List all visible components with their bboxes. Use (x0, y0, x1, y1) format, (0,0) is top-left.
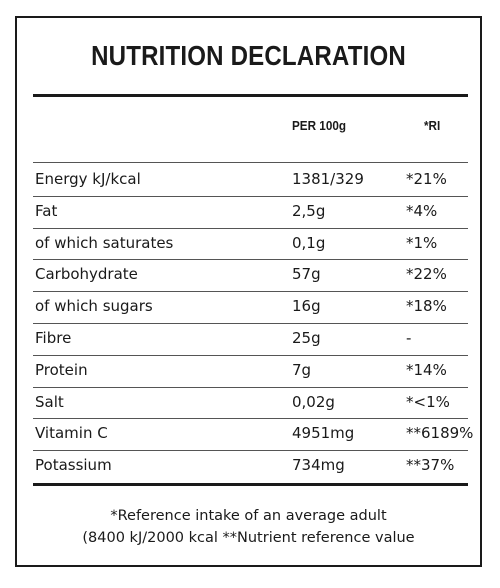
nutrient-row: Vitamin C 4951mg **6189% (33, 418, 473, 449)
column-header-per-100g: PER 100g (292, 118, 346, 133)
nutrient-row: Salt 0,02g *<1% (33, 387, 468, 418)
title-divider (33, 94, 468, 97)
nutrient-name: of which sugars (35, 297, 153, 316)
nutrient-name: Fat (35, 201, 58, 220)
nutrient-name: Potassium (35, 456, 112, 475)
nutrient-ri: *21% (406, 170, 447, 188)
nutrient-value: 2,5g (292, 201, 326, 220)
row-divider (33, 259, 468, 261)
nutrient-row: Protein 7g *14% (33, 355, 468, 386)
row-divider (33, 323, 468, 324)
row-divider (33, 386, 468, 388)
nutrient-row: of which sugars 16g *18% (33, 291, 468, 322)
nutrient-value: 25g (292, 329, 321, 347)
nutrient-name: Vitamin C (35, 424, 108, 443)
nutrient-ri: - (406, 329, 412, 347)
nutrient-row: Fibre 25g - (33, 323, 468, 354)
nutrient-name: of which saturates (35, 233, 174, 252)
row-divider (33, 354, 468, 356)
nutrient-value: 16g (292, 297, 321, 316)
nutrient-ri: *18% (406, 297, 447, 316)
nutrient-ri: *4% (406, 201, 438, 220)
footnote-nutrient-reference: (8400 kJ/2000 kcal **Nutrient reference … (82, 530, 415, 546)
nutrient-value: 1381/329 (292, 170, 364, 188)
nutrient-name: Fibre (35, 329, 72, 347)
nutrient-value: 0,02g (292, 392, 335, 411)
footnote-divider (33, 483, 468, 486)
nutrient-value: 0,1g (292, 233, 326, 252)
column-header-row: PER 100g *RI (33, 118, 468, 138)
nutrient-name: Energy kJ/kcal (35, 170, 141, 188)
row-divider (33, 195, 468, 197)
nutrient-row: Potassium 734mg **37% (33, 450, 468, 481)
nutrient-value: 734mg (292, 456, 345, 475)
nutrient-row: Carbohydrate 57g *22% (33, 259, 468, 290)
nutrient-row: of which saturates 0,1g *1% (33, 228, 468, 259)
column-header-ri: *RI (424, 118, 441, 133)
header-divider (33, 162, 468, 163)
nutrient-name: Salt (35, 392, 64, 411)
label-title: NUTRITION DECLARATION (91, 40, 406, 71)
nutrient-name: Carbohydrate (35, 265, 138, 284)
row-divider (33, 291, 468, 293)
nutrient-ri: **37% (406, 456, 455, 475)
nutrient-ri: *14% (406, 360, 447, 379)
row-divider (33, 418, 468, 420)
nutrient-row: Energy kJ/kcal 1381/329 *21% (33, 164, 468, 195)
nutrient-ri: **6189% (406, 424, 474, 443)
nutrient-name: Protein (35, 360, 88, 379)
nutrient-row: Fat 2,5g *4% (33, 196, 468, 227)
nutrient-ri: *1% (406, 233, 438, 252)
nutrient-value: 57g (292, 265, 321, 284)
footnote-reference-intake: *Reference intake of an average adult (110, 508, 387, 524)
nutrient-ri: *22% (406, 265, 447, 284)
row-divider (33, 450, 468, 452)
row-divider (33, 227, 468, 229)
nutrient-value: 7g (292, 360, 312, 379)
nutrition-label: NUTRITION DECLARATION PER 100g *RI Energ… (15, 16, 482, 567)
nutrient-value: 4951mg (292, 424, 355, 443)
nutrient-ri: *<1% (406, 392, 450, 411)
